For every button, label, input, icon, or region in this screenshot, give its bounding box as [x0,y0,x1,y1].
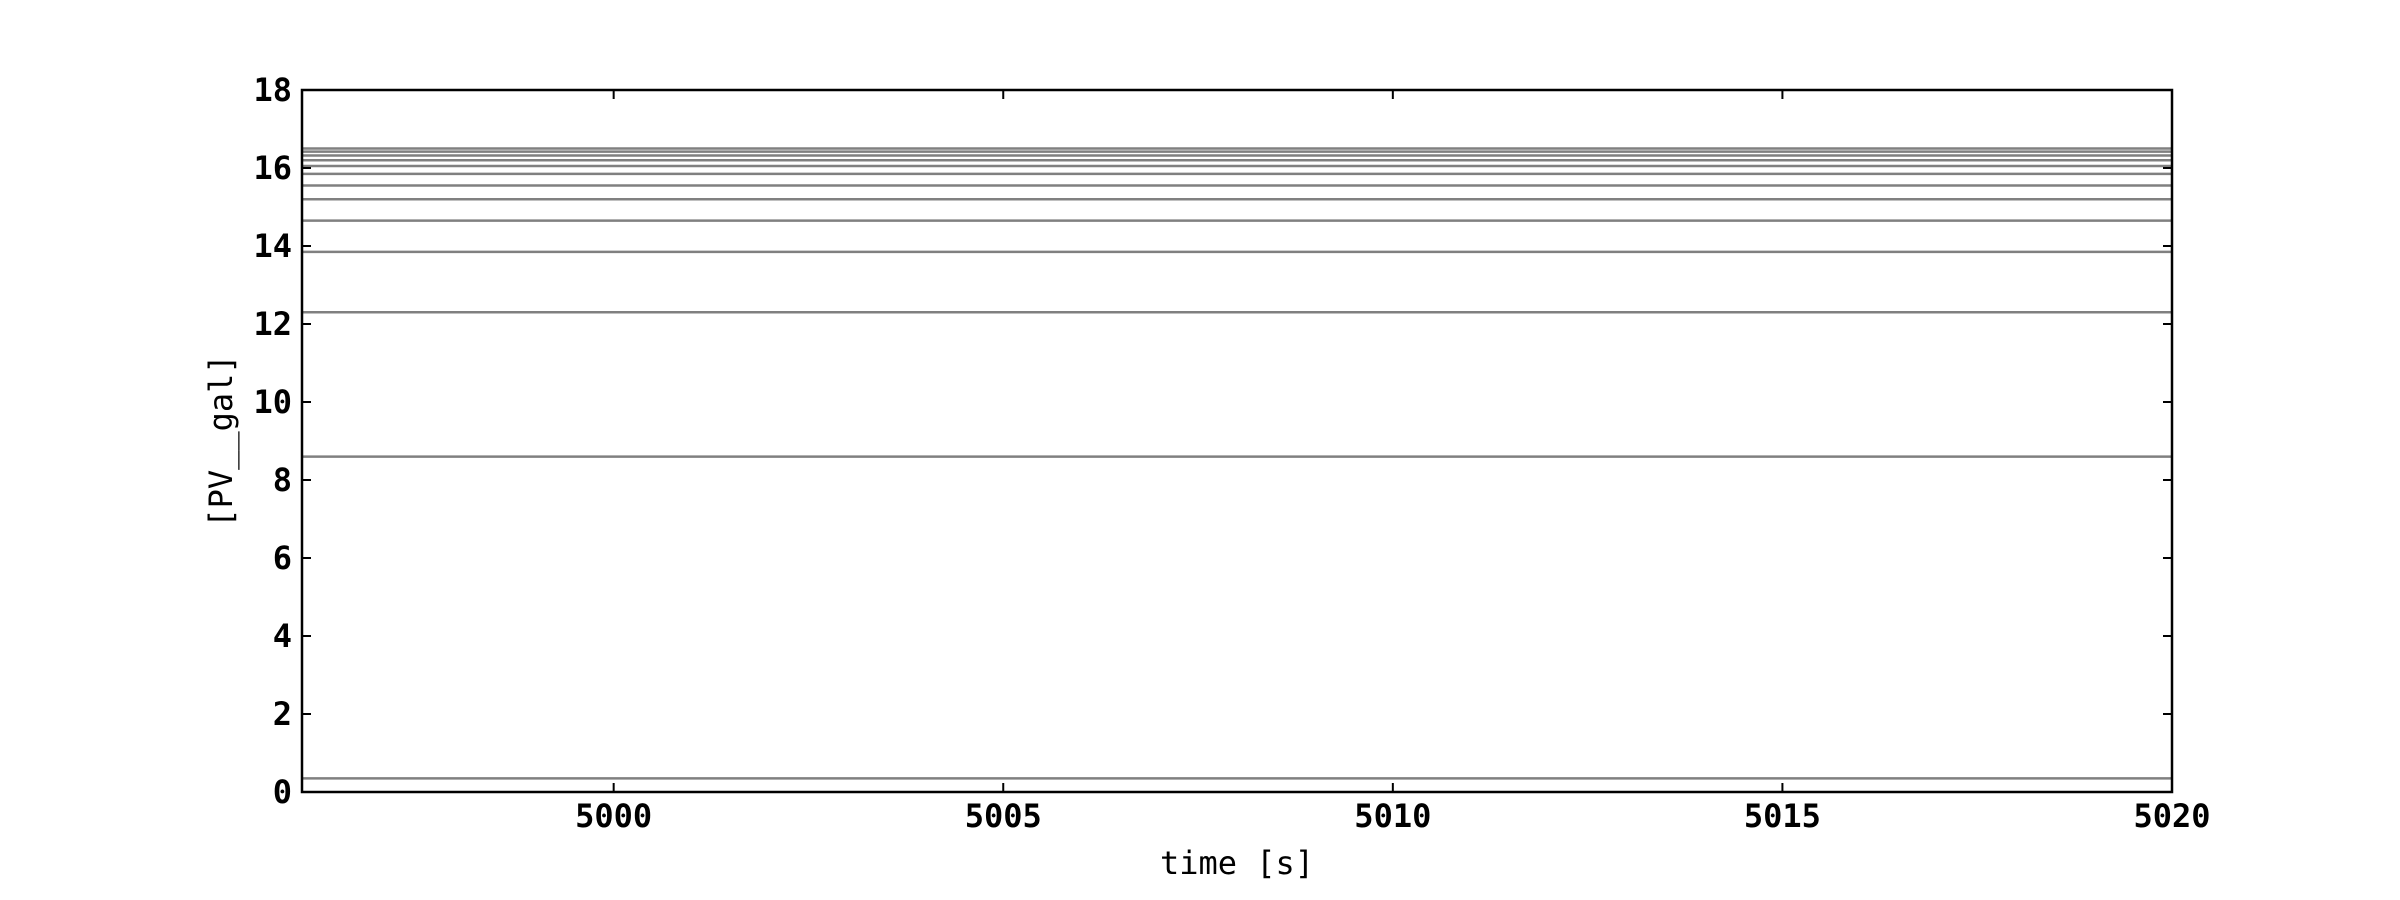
y-tick-label: 16 [253,149,292,187]
x-tick-label: 5005 [965,797,1042,835]
y-tick-label: 8 [273,461,292,499]
plot-frame [300,88,2174,794]
y-tick-label: 4 [273,617,292,655]
tick-labels-layer: 5000 5005 5010 5015 5020 0 2 4 6 8 10 12 14 16 18 [253,71,2210,835]
y-tick-label: 12 [253,305,292,343]
x-axis-label: time [s] [1160,844,1314,882]
y-tick-label: 6 [273,539,292,577]
x-tick-label: 5015 [1744,797,1821,835]
y-tick-label: 14 [253,227,292,265]
y-tick-label: 10 [253,383,292,421]
y-tick-label: 18 [253,71,292,109]
y-axis-label: [PV__gal] [202,354,240,527]
ticks-layer [302,89,2173,793]
x-tick-label: 5010 [1354,797,1431,835]
x-tick-label: 5000 [575,797,652,835]
x-tick-label: 5020 [2133,797,2210,835]
series-layer [302,147,2172,780]
y-tick-label: 0 [273,773,292,811]
y-tick-label: 2 [273,695,292,733]
